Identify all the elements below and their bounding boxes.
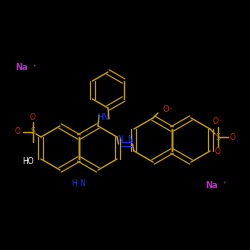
Text: O: O	[15, 128, 21, 136]
Text: Na: Na	[16, 64, 28, 72]
Text: ⁺: ⁺	[222, 182, 226, 188]
Text: S: S	[30, 128, 35, 136]
Text: H N: H N	[72, 178, 86, 188]
Text: O: O	[30, 112, 36, 122]
Text: Na: Na	[206, 180, 218, 190]
Text: N: N	[128, 134, 134, 143]
Text: ⁺: ⁺	[32, 65, 36, 71]
Text: S: S	[216, 132, 220, 141]
Text: O: O	[230, 132, 236, 141]
Text: O⁻: O⁻	[213, 118, 223, 126]
Text: HN: HN	[97, 112, 109, 122]
Text: O: O	[215, 148, 221, 156]
Text: O⁻: O⁻	[162, 106, 173, 114]
Text: HO: HO	[22, 158, 34, 166]
Text: N: N	[118, 134, 124, 143]
